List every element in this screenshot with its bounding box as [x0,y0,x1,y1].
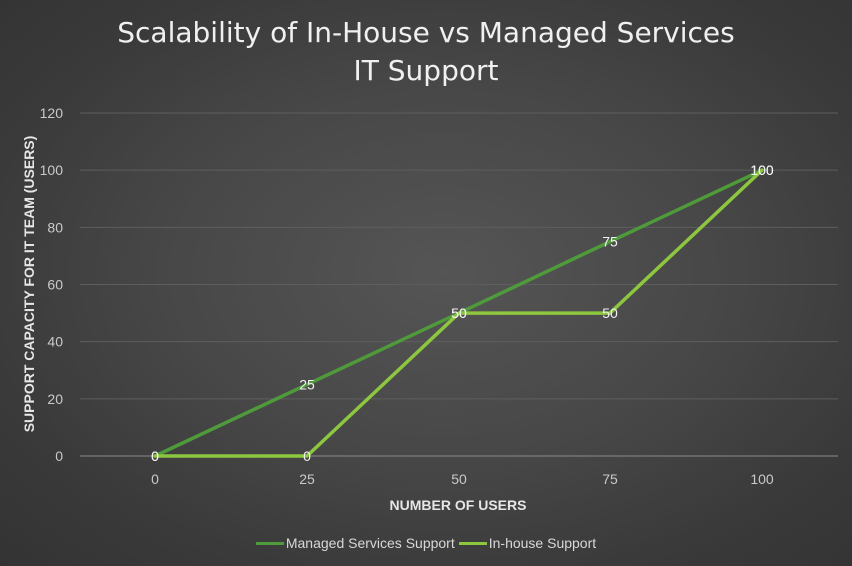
y-axis-title: SUPPORT CAPACITY FOR IT TEAM (USERS) [21,136,37,433]
legend-item-inhouse: In-house Support [458,535,597,551]
data-label: 100 [750,162,774,178]
legend-item-managed: Managed Services Support [255,535,455,551]
x-tick-label: 100 [750,471,774,487]
x-tick-label: 25 [299,471,315,487]
chart-title-line-2: IT Support [353,54,499,87]
legend-swatch-managed [255,541,284,545]
chart-title: Scalability of In-House vs Managed Servi… [0,14,852,90]
data-label: 0 [151,448,159,464]
y-tick-label: 0 [55,448,63,464]
series-lines [153,168,764,458]
data-label: 50 [451,305,467,321]
chart-title-line-1: Scalability of In-House vs Managed Servi… [117,16,735,49]
y-tick-label: 80 [47,219,63,235]
data-label: 100 [750,162,774,178]
y-tick-label: 40 [47,334,63,350]
gridlines [80,112,838,457]
legend-swatch-inhouse [458,541,487,545]
legend-label-managed: Managed Services Support [285,535,455,551]
data-label: 50 [451,305,467,321]
data-label: 0 [151,448,159,464]
legend: Managed Services Support In-house Suppor… [0,535,852,551]
series-line-inhouse [153,168,764,458]
x-tick-label: 0 [151,471,159,487]
x-axis-title: NUMBER OF USERS [390,497,527,513]
data-label: 25 [299,377,315,393]
y-tick-label: 120 [40,105,64,121]
y-tick-label: 60 [47,277,63,293]
data-label: 75 [602,234,618,250]
y-tick-label: 20 [47,391,63,407]
y-tick-label: 100 [40,162,64,178]
data-label: 50 [602,305,618,321]
data-label: 0 [303,448,311,464]
x-tick-label: 50 [451,471,467,487]
legend-label-inhouse: In-house Support [488,535,597,551]
x-axis-ticks: 0 25 50 75 100 [151,471,774,487]
x-tick-label: 75 [602,471,618,487]
y-axis-ticks: 0 20 40 60 80 100 120 [40,105,64,464]
